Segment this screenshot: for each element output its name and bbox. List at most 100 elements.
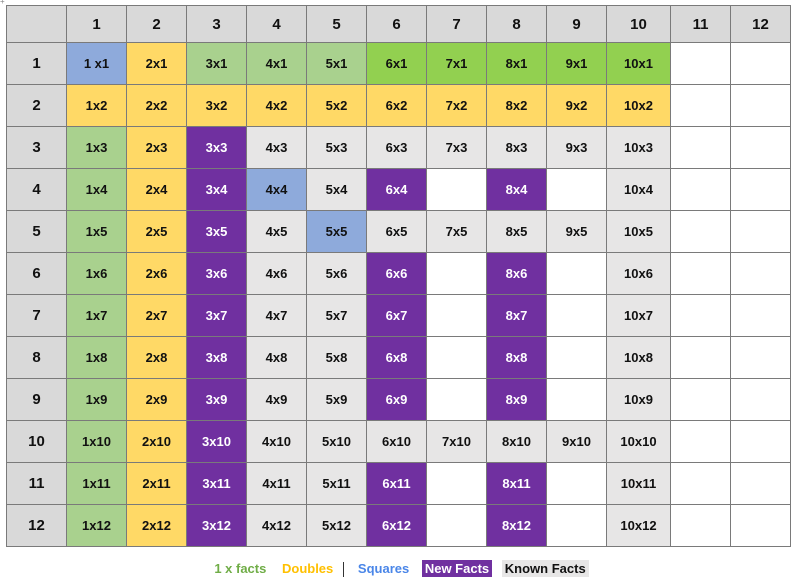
fact-cell [546,378,607,421]
fact-cell [546,252,607,295]
fact-cell: 2x4 [126,168,187,211]
fact-cell [546,294,607,337]
fact-cell: 6x1 [366,42,427,85]
fact-cell: 10x6 [606,252,671,295]
fact-cell [730,252,791,295]
fact-cell [730,168,791,211]
fact-cell [546,336,607,379]
fact-cell [730,210,791,253]
row-header: 7 [6,294,67,337]
table-row: 11 1x11 2x11 3x11 4x11 5x11 6x11 8x11 10x11 [6,462,791,505]
fact-cell [670,462,731,505]
fact-cell: 8x6 [486,252,547,295]
fact-cell [670,336,731,379]
fact-cell: 8x4 [486,168,547,211]
row-header: 12 [6,504,67,547]
fact-cell: 1x10 [66,420,127,463]
fact-cell: 1x6 [66,252,127,295]
fact-cell: 6x2 [366,84,427,127]
fact-cell: 4x10 [246,420,307,463]
fact-cell: 2x7 [126,294,187,337]
fact-cell: 3x2 [186,84,247,127]
fact-cell: 4x6 [246,252,307,295]
fact-cell [670,252,731,295]
column-header: 4 [246,5,307,43]
fact-cell: 8x8 [486,336,547,379]
table-row: 8 1x8 2x8 3x8 4x8 5x8 6x8 8x8 10x8 [6,336,791,379]
column-header: 5 [306,5,367,43]
fact-cell: 2x3 [126,126,187,169]
fact-cell [426,294,487,337]
fact-cell: 3x8 [186,336,247,379]
row-header: 4 [6,168,67,211]
fact-cell: 4x4 [246,168,307,211]
column-header: 6 [366,5,427,43]
fact-cell: 6x5 [366,210,427,253]
fact-cell: 3x5 [186,210,247,253]
legend-squares: Squares [357,561,410,576]
table-row: 12 1x12 2x12 3x12 4x12 5x12 6x12 8x12 10x12 [6,504,791,547]
fact-cell: 2x12 [126,504,187,547]
fact-cell: 5x10 [306,420,367,463]
table-move-handle[interactable]: + [0,0,5,6]
fact-cell: 7x1 [426,42,487,85]
fact-cell: 3x10 [186,420,247,463]
fact-cell: 9x5 [546,210,607,253]
fact-cell [670,126,731,169]
fact-cell: 6x3 [366,126,427,169]
fact-cell: 6x8 [366,336,427,379]
row-header: 8 [6,336,67,379]
fact-cell [670,504,731,547]
fact-cell [426,336,487,379]
fact-cell: 3x12 [186,504,247,547]
fact-cell: 10x11 [606,462,671,505]
fact-cell: 3x7 [186,294,247,337]
fact-cell: 6x7 [366,294,427,337]
fact-cell [730,336,791,379]
fact-cell: 5x7 [306,294,367,337]
fact-cell [670,294,731,337]
fact-cell [730,378,791,421]
fact-cell [670,42,731,85]
legend-doubles: Doubles [281,561,334,576]
legend-new-facts: New Facts [421,560,493,577]
fact-cell: 2x8 [126,336,187,379]
fact-cell [426,462,487,505]
fact-cell: 1x12 [66,504,127,547]
fact-cell: 1 x1 [66,42,127,85]
row-header: 6 [6,252,67,295]
fact-cell [426,168,487,211]
table-row: 4 1x4 2x4 3x4 4x4 5x4 6x4 8x4 10x4 [6,168,791,211]
column-header: 7 [426,5,487,43]
fact-cell: 4x5 [246,210,307,253]
fact-cell: 1x8 [66,336,127,379]
fact-cell: 10x4 [606,168,671,211]
table-row: 5 1x5 2x5 3x5 4x5 5x5 6x5 7x5 8x5 9x5 10x5 [6,210,791,253]
fact-cell [546,504,607,547]
multiplication-table: 1 2 3 4 5 6 7 8 9 10 11 12 1 1 x1 2x1 3x1 4x1 5x1 6x1 7x1 8x… [6,5,791,547]
column-header: 8 [486,5,547,43]
fact-cell: 9x2 [546,84,607,127]
legend-divider [343,562,345,578]
fact-cell: 8x11 [486,462,547,505]
table-row: 2 1x2 2x2 3x2 4x2 5x2 6x2 7x2 8x2 9x2 10x2 [6,84,791,127]
fact-cell [426,504,487,547]
fact-cell: 8x5 [486,210,547,253]
fact-cell: 5x4 [306,168,367,211]
row-header: 1 [6,42,67,85]
row-header: 11 [6,462,67,505]
fact-cell [670,84,731,127]
fact-cell [730,420,791,463]
row-header: 2 [6,84,67,127]
fact-cell: 8x9 [486,378,547,421]
row-header: 3 [6,126,67,169]
legend-ones-facts: 1 x facts [214,561,267,576]
fact-cell: 9x1 [546,42,607,85]
fact-cell [730,462,791,505]
fact-cell [730,504,791,547]
fact-cell: 6x10 [366,420,427,463]
fact-cell: 6x4 [366,168,427,211]
table-row: 10 1x10 2x10 3x10 4x10 5x10 6x10 7x10 8x10 9x10 10… [6,420,791,463]
fact-cell: 7x10 [426,420,487,463]
